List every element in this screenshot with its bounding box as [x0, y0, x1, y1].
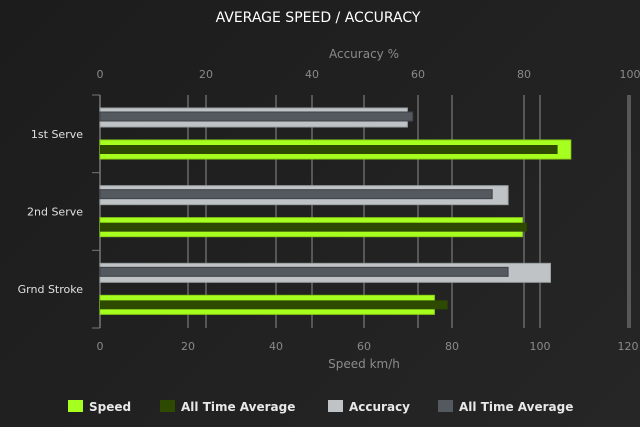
bar-accuracy-all-time-average [99, 189, 493, 200]
bar-accuracy-all-time-average [99, 111, 414, 122]
top-tick-label: 60 [411, 68, 425, 81]
bottom-tick-label: 60 [357, 340, 371, 353]
bar-accuracy-all-time-average [99, 266, 509, 277]
bottom-tick-label: 100 [530, 340, 551, 353]
legend-swatch [68, 400, 83, 412]
bar-speed-all-time-average [100, 300, 448, 310]
legend-label: Speed [89, 400, 131, 414]
category-label: 2nd Serve [27, 206, 83, 219]
top-axis-label: Accuracy % [329, 47, 399, 61]
bottom-axis-label: Speed km/h [328, 357, 400, 371]
legend-label: All Time Average [181, 400, 295, 414]
legend-label: Accuracy [349, 400, 410, 414]
chart-title: AVERAGE SPEED / ACCURACY [216, 10, 421, 26]
legend-swatch [328, 400, 343, 412]
bottom-tick-label: 120 [618, 340, 639, 353]
category-label: Grnd Stroke [18, 283, 84, 296]
bar-speed-all-time-average [100, 145, 558, 154]
legend-swatch [438, 400, 453, 412]
top-tick-label: 40 [305, 68, 319, 81]
top-tick-label: 100 [620, 68, 640, 81]
top-tick-label: 80 [517, 68, 531, 81]
bottom-tick-label: 40 [269, 340, 283, 353]
top-tick-label: 0 [97, 68, 104, 81]
legend-label: All Time Average [459, 400, 573, 414]
bottom-tick-label: 0 [97, 340, 104, 353]
legend-swatch [160, 400, 175, 412]
bottom-tick-label: 20 [181, 340, 195, 353]
bottom-tick-label: 80 [445, 340, 459, 353]
top-tick-label: 20 [199, 68, 213, 81]
category-label: 1st Serve [31, 128, 83, 141]
bar-speed-all-time-average [100, 222, 527, 232]
